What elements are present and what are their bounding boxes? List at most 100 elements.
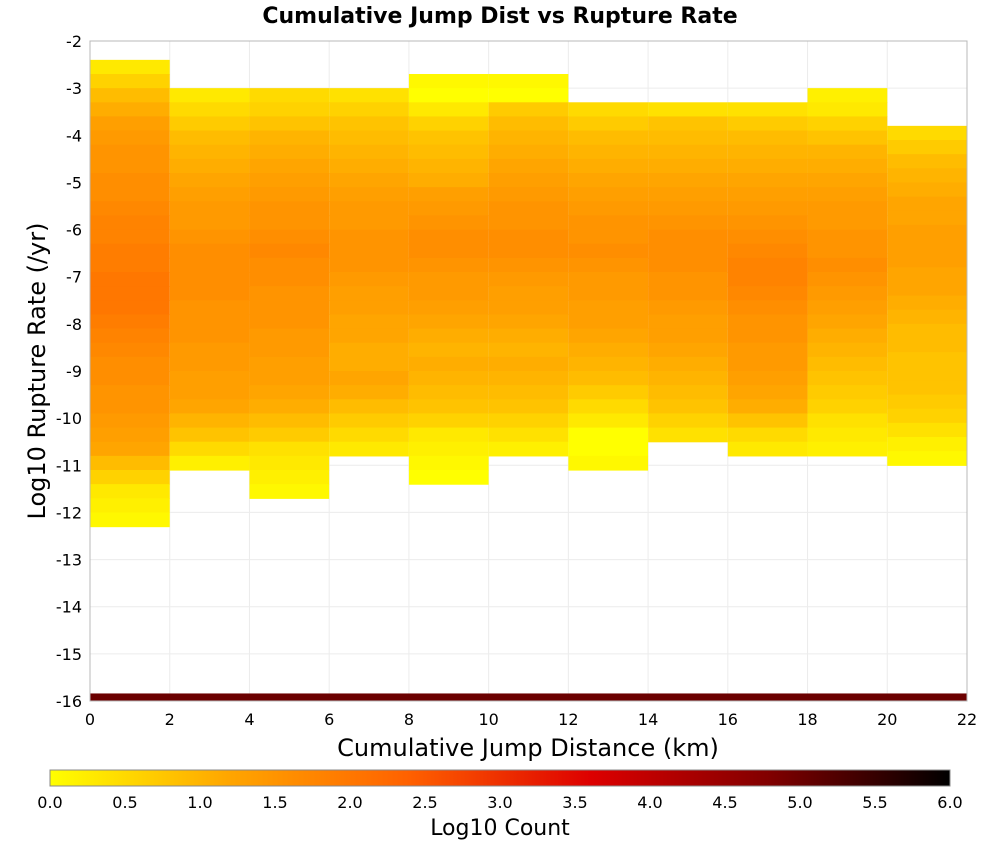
heatmap-cell [90, 484, 170, 499]
heatmap-cell [568, 385, 649, 400]
heatmap-cell [329, 116, 409, 132]
colorbar-label: Log10 Count [430, 816, 570, 841]
heatmap-cell [807, 102, 888, 118]
heatmap-cell [807, 116, 888, 132]
heatmap-cell [648, 201, 728, 217]
heatmap-cell [329, 215, 409, 231]
heatmap-cell [488, 158, 569, 174]
heatmap-cell [90, 413, 170, 429]
heatmap-cell [648, 413, 728, 429]
colorbar-tick-label: 3.5 [562, 793, 587, 812]
heatmap-cell [568, 229, 649, 245]
heatmap-cell [727, 286, 808, 301]
heatmap-cell [568, 328, 649, 344]
colorbar-tick-label: 2.0 [337, 793, 362, 812]
heatmap-cell [169, 399, 250, 415]
heatmap-cell [488, 116, 569, 132]
heatmap-cell [488, 229, 569, 245]
chart-title: Cumulative Jump Dist vs Rupture Rate [262, 4, 737, 29]
heatmap-cell [887, 451, 967, 466]
heatmap-cell [329, 272, 409, 287]
heatmap-cell [488, 215, 569, 231]
colorbar-tick-label: 4.0 [637, 793, 662, 812]
heatmap-cell [249, 300, 330, 316]
heatmap-cell [887, 253, 967, 268]
heatmap-cell [887, 408, 967, 424]
heatmap-cell [249, 371, 330, 386]
heatmap-cell [169, 314, 250, 330]
heatmap-cell [568, 300, 649, 316]
heatmap-cell [807, 173, 888, 188]
heatmap-cell [408, 356, 489, 372]
heatmap-cell [807, 300, 888, 316]
heatmap-cell [408, 243, 489, 259]
heatmap-cell [249, 130, 330, 146]
heatmap-cell [169, 441, 250, 457]
heatmap-cell [807, 356, 888, 372]
heatmap-cell [887, 380, 967, 396]
heatmap-cell [727, 300, 808, 316]
heatmap-cell [249, 455, 330, 471]
heatmap-cell [169, 173, 250, 188]
heatmap-cell [329, 257, 409, 273]
x-tick-label: 8 [404, 710, 414, 729]
heatmap-cell [90, 328, 170, 344]
heatmap-cell [727, 187, 808, 202]
heatmap-cell [648, 314, 728, 330]
heatmap-cell [169, 130, 250, 146]
heatmap-cell [488, 413, 569, 429]
heatmap-cell [249, 385, 330, 400]
heatmap-cell [408, 173, 489, 188]
heatmap-cell [408, 116, 489, 132]
y-tick-label: -10 [56, 409, 82, 428]
colorbar-tick-label: 0.5 [112, 793, 137, 812]
heatmap-cell [568, 399, 649, 415]
heatmap-cell [568, 427, 649, 443]
heatmap-cell [807, 257, 888, 273]
heatmap-cell [727, 413, 808, 429]
heatmap-cell [329, 201, 409, 217]
heatmap-cell [408, 74, 489, 89]
heatmap-cell [887, 210, 967, 226]
heatmap-cell [169, 455, 250, 471]
heatmap-cell [488, 88, 569, 103]
heatmap-cell [169, 328, 250, 344]
heatmap-cell [727, 173, 808, 188]
heatmap-cell [488, 173, 569, 188]
y-tick-label: -7 [66, 268, 82, 287]
heatmap-cell [90, 498, 170, 514]
heatmap-cell [90, 59, 170, 75]
heatmap-cell [488, 356, 569, 372]
heatmap-cell [727, 144, 808, 160]
x-tick-label: 16 [718, 710, 738, 729]
heatmap-cell [648, 173, 728, 188]
y-tick-label: -15 [56, 645, 82, 664]
heatmap-cell [249, 158, 330, 174]
heatmap-cell [408, 455, 489, 471]
heatmap-cell [249, 229, 330, 245]
heatmap-cell [807, 144, 888, 160]
heatmap-cell [887, 295, 967, 311]
heatmap-cell [488, 102, 569, 118]
heatmap-cell [727, 102, 808, 118]
heatmap-cell [568, 371, 649, 386]
heatmap-cell [169, 144, 250, 160]
heatmap-cell [329, 371, 409, 386]
colorbar-tick-label: 0.0 [37, 793, 62, 812]
x-tick-label: 22 [957, 710, 977, 729]
heatmap-cell [90, 215, 170, 231]
heatmap-cell [249, 470, 330, 485]
heatmap-cell [727, 158, 808, 174]
heatmap-cell [807, 201, 888, 217]
y-tick-label: -5 [66, 173, 82, 192]
heatmap-cell [727, 272, 808, 287]
heatmap-cell [408, 257, 489, 273]
heatmap-cell [408, 201, 489, 217]
heatmap-cell [90, 116, 170, 132]
colorbar-tick-label: 3.0 [487, 793, 512, 812]
colorbar [49, 769, 951, 787]
heatmap-cell [90, 229, 170, 245]
heatmap-cell [408, 470, 489, 485]
heatmap-cell [727, 257, 808, 273]
y-tick-label: -14 [56, 598, 82, 617]
